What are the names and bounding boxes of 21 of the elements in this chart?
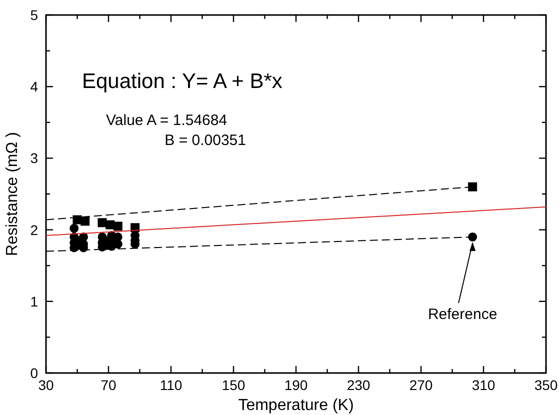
x-tick-label: 350	[534, 377, 558, 393]
x-tick-label: 310	[472, 377, 496, 393]
y-tick-label: 4	[30, 78, 38, 95]
annotation: B = 0.00351	[164, 132, 246, 149]
y-tick-label: 0	[30, 365, 38, 381]
x-axis-title: Temperature (K)	[238, 397, 354, 414]
annotation: Reference	[428, 306, 498, 323]
y-axis-title: Resistance (mΩ )	[4, 132, 21, 256]
x-tick-label: 270	[409, 377, 433, 393]
annotation: Equation : Y= A + B*x	[82, 70, 283, 93]
x-tick-label: 150	[222, 377, 246, 393]
x-tick-label: 30	[38, 377, 54, 393]
x-tick-label: 110	[160, 377, 182, 393]
y-tick-label: 5	[30, 7, 38, 23]
annotation: Value A = 1.54684	[106, 112, 228, 129]
x-tick-label: 230	[346, 377, 370, 393]
y-tick-label: 3	[30, 150, 38, 166]
y-tick-label: 2	[30, 222, 38, 238]
y-tick-label: 1	[30, 293, 38, 310]
x-tick-label: 70	[100, 377, 116, 393]
x-tick-label: 190	[284, 377, 308, 393]
